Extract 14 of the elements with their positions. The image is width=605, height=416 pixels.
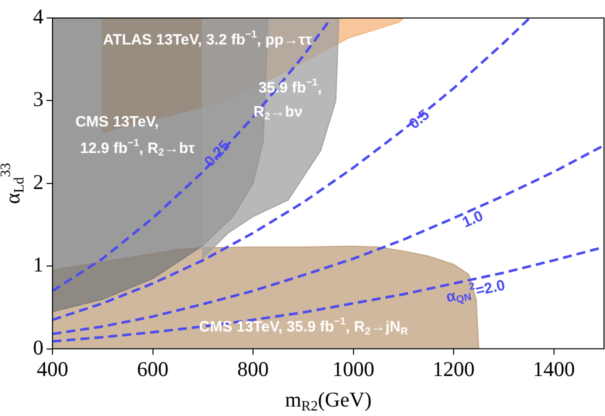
x-tick-label: 1400 <box>532 356 575 381</box>
x-tick-label: 400 <box>36 356 68 381</box>
x-tick-label: 1000 <box>332 356 374 381</box>
y-axis-title: αLd33 <box>0 162 28 204</box>
y-tick-label: 1 <box>33 252 44 277</box>
x-tick-label: 800 <box>237 356 269 381</box>
y-tick-label: 3 <box>33 87 44 112</box>
y-tick-label: 0 <box>33 335 44 360</box>
annotation: CMS 13TeV, <box>75 113 159 130</box>
text: 1.0 <box>460 207 486 232</box>
x-tick-label: 1200 <box>432 356 475 381</box>
y-tick-label: 2 <box>33 170 44 194</box>
y-tick-label: 4 <box>33 4 44 29</box>
x-tick-label: 600 <box>137 356 169 381</box>
